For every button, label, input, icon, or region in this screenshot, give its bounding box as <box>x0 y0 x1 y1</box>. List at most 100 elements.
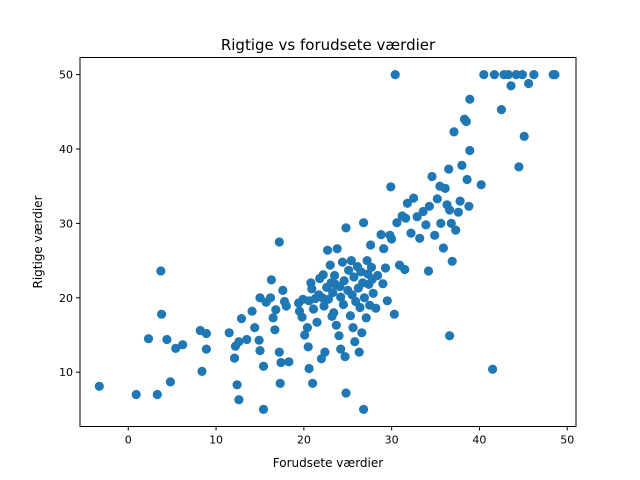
data-point <box>323 245 333 255</box>
data-point <box>320 347 330 357</box>
data-point <box>197 366 207 376</box>
data-point <box>319 301 329 311</box>
data-point <box>94 381 104 391</box>
data-point <box>359 293 369 303</box>
data-point <box>376 230 386 240</box>
data-point <box>461 116 471 127</box>
data-point <box>423 266 434 276</box>
data-point <box>340 352 350 362</box>
x-tick-label: 40 <box>472 434 486 447</box>
data-point <box>427 171 437 182</box>
data-point <box>438 243 448 253</box>
data-point <box>336 292 346 302</box>
y-tick-label: 20 <box>59 292 73 305</box>
data-point <box>390 70 400 80</box>
data-point <box>229 353 240 363</box>
data-point <box>234 395 244 405</box>
data-point <box>379 244 389 254</box>
data-point <box>445 205 455 215</box>
data-point <box>444 164 454 174</box>
data-point <box>387 234 397 244</box>
data-point <box>401 213 411 223</box>
data-point <box>312 317 322 327</box>
data-point <box>506 81 516 91</box>
data-point <box>171 343 181 353</box>
data-point <box>368 288 378 298</box>
data-point <box>268 313 278 323</box>
data-point <box>236 314 247 324</box>
data-point <box>275 378 285 388</box>
data-point <box>281 301 291 311</box>
data-point <box>514 162 524 172</box>
data-point <box>400 264 410 275</box>
data-point <box>445 331 455 341</box>
data-point <box>341 223 351 233</box>
data-point <box>464 201 474 211</box>
y-tick-label: 50 <box>59 69 73 82</box>
data-point <box>449 127 459 137</box>
data-point <box>517 70 528 80</box>
data-point <box>232 380 242 390</box>
data-point <box>152 389 162 400</box>
data-point <box>250 323 260 333</box>
data-point <box>318 270 328 280</box>
data-point <box>415 233 425 243</box>
data-point <box>201 344 211 354</box>
x-tick-label: 10 <box>209 434 223 447</box>
data-point <box>254 335 264 345</box>
data-point <box>328 288 338 298</box>
data-point <box>258 361 269 371</box>
data-point <box>366 240 376 250</box>
data-point <box>424 201 434 211</box>
data-point <box>341 388 351 398</box>
data-point <box>348 323 358 333</box>
data-point <box>274 347 284 357</box>
y-tick-label: 30 <box>59 217 73 230</box>
data-point <box>242 334 252 345</box>
chart-title: Rigtige vs forudsete værdier <box>221 36 436 54</box>
data-point <box>465 145 475 156</box>
data-point <box>362 256 372 266</box>
data-point <box>465 94 475 104</box>
data-point <box>389 309 399 319</box>
data-point <box>412 212 422 222</box>
data-point <box>418 206 428 217</box>
data-point <box>271 305 281 315</box>
data-point <box>489 70 499 80</box>
data-point <box>338 299 348 310</box>
data-point <box>270 325 280 335</box>
x-tick-label: 30 <box>385 434 399 447</box>
data-point <box>503 70 513 80</box>
x-tick-label: 50 <box>560 434 574 447</box>
data-point <box>331 320 341 330</box>
data-point <box>307 284 317 294</box>
data-point <box>392 218 402 228</box>
data-point <box>409 193 419 203</box>
x-axis-label: Forudsete værdier <box>273 456 383 470</box>
data-point <box>274 237 284 247</box>
data-point <box>325 260 335 270</box>
data-point <box>308 378 318 388</box>
data-point <box>131 389 141 400</box>
data-point <box>284 357 294 367</box>
data-point <box>329 308 339 318</box>
data-point <box>165 377 175 387</box>
data-point <box>355 302 365 313</box>
data-point <box>258 404 269 414</box>
plot-frame <box>79 57 577 427</box>
data-point <box>178 340 188 350</box>
data-point <box>519 131 529 141</box>
y-axis-ticks: 10 20 30 40 50 <box>59 69 80 379</box>
data-point <box>344 265 354 275</box>
data-point <box>156 266 166 276</box>
data-point <box>453 207 463 217</box>
data-point <box>162 334 172 345</box>
data-point <box>297 312 307 322</box>
data-point <box>421 220 431 230</box>
data-point <box>457 160 467 170</box>
data-point <box>436 218 446 228</box>
y-tick-label: 40 <box>59 143 73 156</box>
data-point <box>266 275 276 285</box>
data-point <box>304 363 314 374</box>
data-point <box>337 257 348 267</box>
